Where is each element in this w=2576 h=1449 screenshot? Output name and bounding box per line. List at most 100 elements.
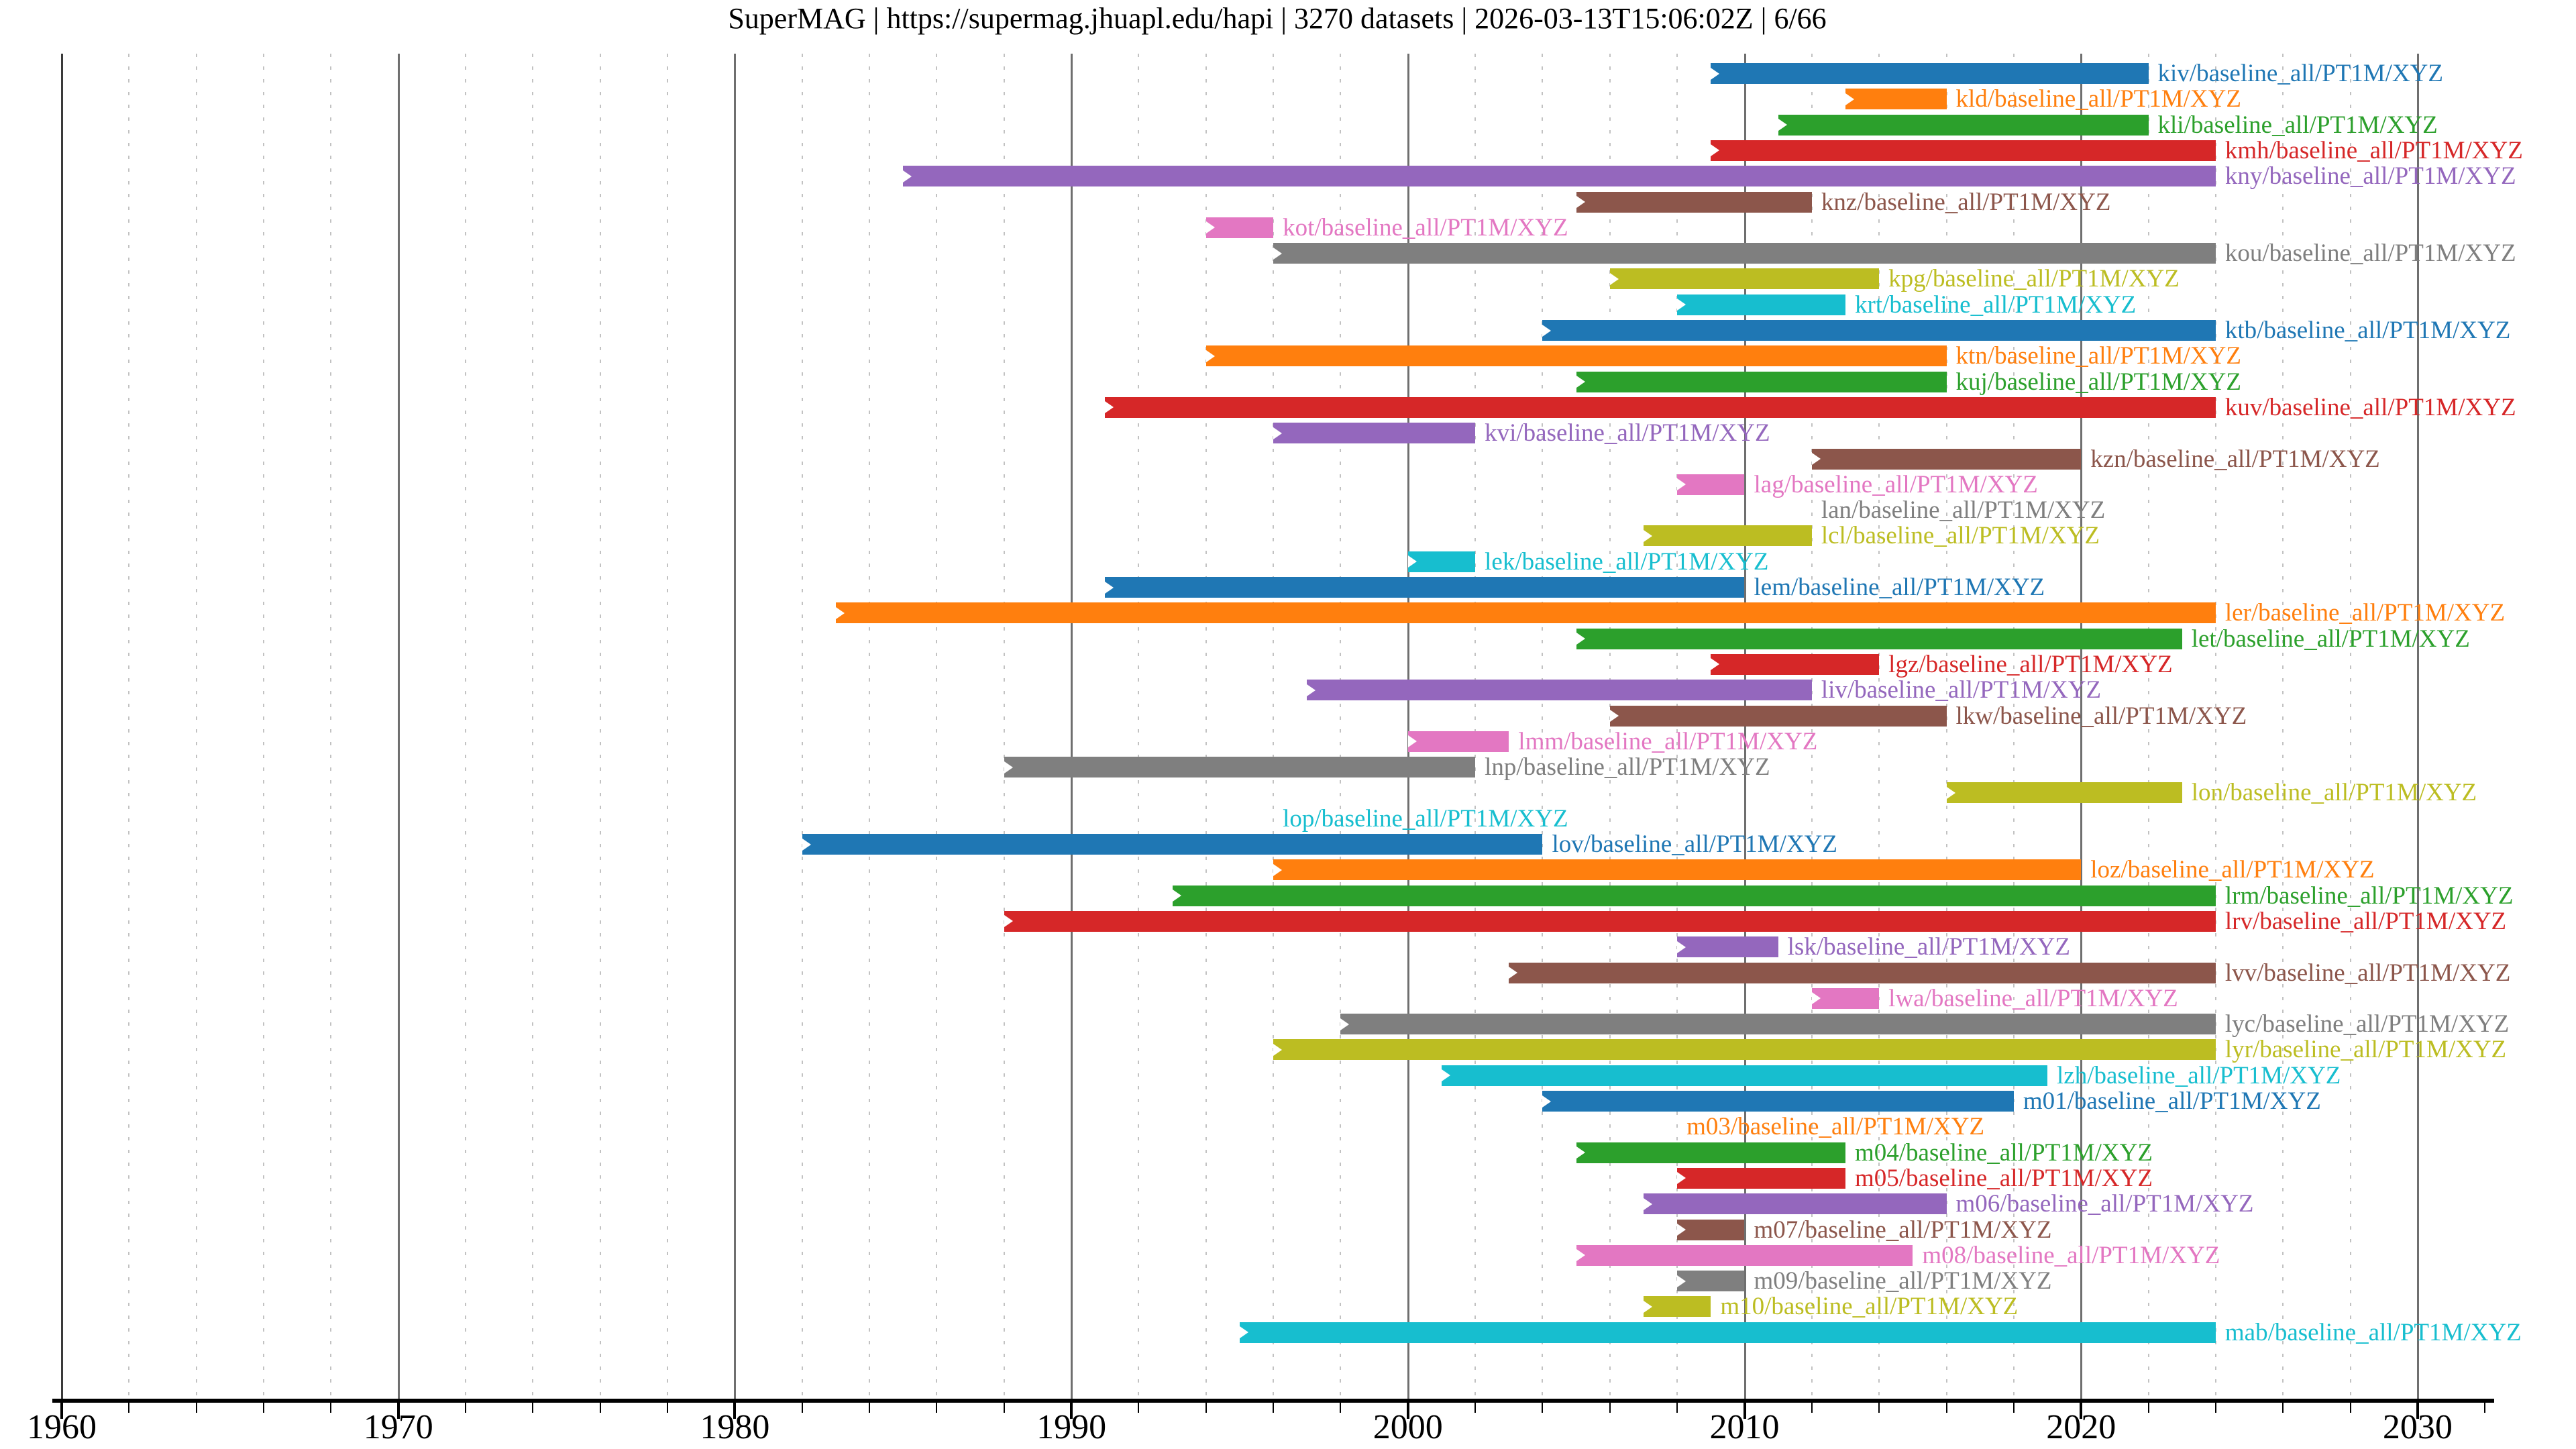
minor-gridline <box>1003 54 1005 1399</box>
dataset-bar-m01 <box>1542 1091 2014 1112</box>
dataset-label-let: let/baseline_all/PT1M/XYZ <box>2191 625 2470 653</box>
dataset-label-lan: lan/baseline_all/PT1M/XYZ <box>1821 496 2106 525</box>
bar-start-notch <box>1811 992 1821 1005</box>
bar-start-notch <box>1307 684 1316 696</box>
chart-title: SuperMAG | https://supermag.jhuapl.edu/h… <box>728 2 1827 35</box>
dataset-label-ktn: ktn/baseline_all/PT1M/XYZ <box>1955 342 2241 370</box>
dataset-label-kvi: kvi/baseline_all/PT1M/XYZ <box>1485 419 1770 447</box>
dataset-bar-kuv <box>1105 396 2216 418</box>
minor-gridline <box>801 54 803 1399</box>
bar-start-notch <box>1711 67 1720 80</box>
minor-tick <box>465 1403 467 1413</box>
dataset-label-kiv: kiv/baseline_all/PT1M/XYZ <box>2157 60 2443 87</box>
major-tick <box>60 1403 63 1419</box>
dataset-label-kny: kny/baseline_all/PT1M/XYZ <box>2224 162 2516 191</box>
dataset-bar-kmh <box>1711 140 2216 161</box>
bar-start-notch <box>1105 581 1114 594</box>
major-gridline <box>1407 54 1409 1399</box>
dataset-label-m04: m04/baseline_all/PT1M/XYZ <box>1855 1138 2153 1167</box>
minor-tick <box>801 1403 803 1413</box>
major-tick <box>1070 1403 1073 1419</box>
minor-tick <box>1138 1403 1140 1413</box>
bar-start-notch <box>1677 1172 1686 1185</box>
axis-tick-label: 1990 <box>1036 1408 1107 1446</box>
axis-tick-label: 1960 <box>27 1408 97 1446</box>
minor-gridline <box>330 54 332 1399</box>
minor-gridline <box>2282 54 2284 1399</box>
bar-start-notch <box>1239 1326 1248 1339</box>
dataset-label-m10: m10/baseline_all/PT1M/XYZ <box>1720 1293 2019 1321</box>
dataset-bar-kiv <box>1711 63 2149 84</box>
bar-start-notch <box>1273 863 1283 876</box>
dataset-bar-lsk <box>1677 936 1778 958</box>
dataset-label-lkw: lkw/baseline_all/PT1M/XYZ <box>1955 702 2247 730</box>
minor-gridline <box>263 54 265 1399</box>
minor-gridline <box>1273 54 1275 1399</box>
dataset-bar-ler <box>835 602 2216 624</box>
minor-tick <box>869 1403 871 1413</box>
major-gridline <box>397 54 400 1399</box>
dataset-label-knz: knz/baseline_all/PT1M/XYZ <box>1821 188 2111 216</box>
dataset-bar-loz <box>1273 859 2082 881</box>
minor-tick <box>2147 1403 2149 1413</box>
minor-tick <box>936 1403 938 1413</box>
minor-tick <box>1609 1403 1611 1413</box>
minor-gridline <box>1205 54 1207 1399</box>
minor-gridline <box>195 54 197 1399</box>
dataset-bar-kou <box>1273 243 2216 264</box>
minor-gridline <box>2349 54 2351 1399</box>
dataset-label-lmm: lmm/baseline_all/PT1M/XYZ <box>1518 727 1818 755</box>
bar-start-notch <box>1407 735 1417 748</box>
minor-tick <box>330 1403 332 1413</box>
dataset-label-kot: kot/baseline_all/PT1M/XYZ <box>1283 213 1568 241</box>
dataset-bar-m05 <box>1677 1167 1845 1189</box>
dataset-bar-lrv <box>1004 910 2216 932</box>
bar-start-notch <box>1946 786 1955 799</box>
major-tick <box>1406 1403 1409 1419</box>
dataset-label-m07: m07/baseline_all/PT1M/XYZ <box>1754 1216 2052 1244</box>
dataset-bar-knz <box>1576 191 1812 213</box>
axis-tick-label: 2000 <box>1373 1408 1443 1446</box>
minor-tick <box>2214 1403 2216 1413</box>
minor-tick <box>1003 1403 1005 1413</box>
minor-gridline <box>128 54 130 1399</box>
dataset-bar-mab <box>1239 1322 2216 1343</box>
dataset-bar-lzh <box>1441 1065 2048 1086</box>
minor-tick <box>1205 1403 1207 1413</box>
minor-gridline <box>1340 54 1342 1399</box>
minor-gridline <box>2214 54 2216 1399</box>
bar-start-notch <box>1711 658 1720 671</box>
bar-start-notch <box>1711 144 1720 157</box>
minor-tick <box>599 1403 601 1413</box>
bar-start-notch <box>1811 453 1821 465</box>
bar-start-notch <box>1576 633 1585 645</box>
dataset-bar-m08 <box>1576 1244 1913 1266</box>
minor-gridline <box>1811 54 1813 1399</box>
minor-tick <box>263 1403 265 1413</box>
dataset-label-kuj: kuj/baseline_all/PT1M/XYZ <box>1955 368 2241 396</box>
dataset-label-m09: m09/baseline_all/PT1M/XYZ <box>1754 1267 2052 1295</box>
dataset-bar-lov <box>802 834 1543 855</box>
axis-tick-label: 2030 <box>2382 1408 2453 1446</box>
dataset-bar-lem <box>1105 577 1745 598</box>
dataset-label-m01: m01/baseline_all/PT1M/XYZ <box>2023 1087 2321 1115</box>
dataset-bar-m04 <box>1576 1142 1845 1163</box>
major-gridline <box>1071 54 1073 1399</box>
dataset-bar-lkw <box>1609 705 1947 727</box>
dataset-label-kld: kld/baseline_all/PT1M/XYZ <box>1955 85 2241 113</box>
axis-tick-label: 1980 <box>700 1408 770 1446</box>
x-axis-line <box>52 1399 2494 1403</box>
bar-start-notch <box>802 838 811 851</box>
left-spine <box>61 54 63 1399</box>
bar-start-notch <box>1004 915 1013 928</box>
axis-tick-label: 2010 <box>1709 1408 1780 1446</box>
dataset-label-loz: loz/baseline_all/PT1M/XYZ <box>2090 856 2375 884</box>
bar-start-notch <box>1677 478 1686 491</box>
dataset-label-lvv: lvv/baseline_all/PT1M/XYZ <box>2224 959 2511 987</box>
major-tick <box>396 1403 400 1419</box>
dataset-bar-liv <box>1307 680 1812 701</box>
minor-tick <box>2349 1403 2351 1413</box>
dataset-label-lem: lem/baseline_all/PT1M/XYZ <box>1754 574 2045 601</box>
bar-start-notch <box>1609 272 1619 285</box>
